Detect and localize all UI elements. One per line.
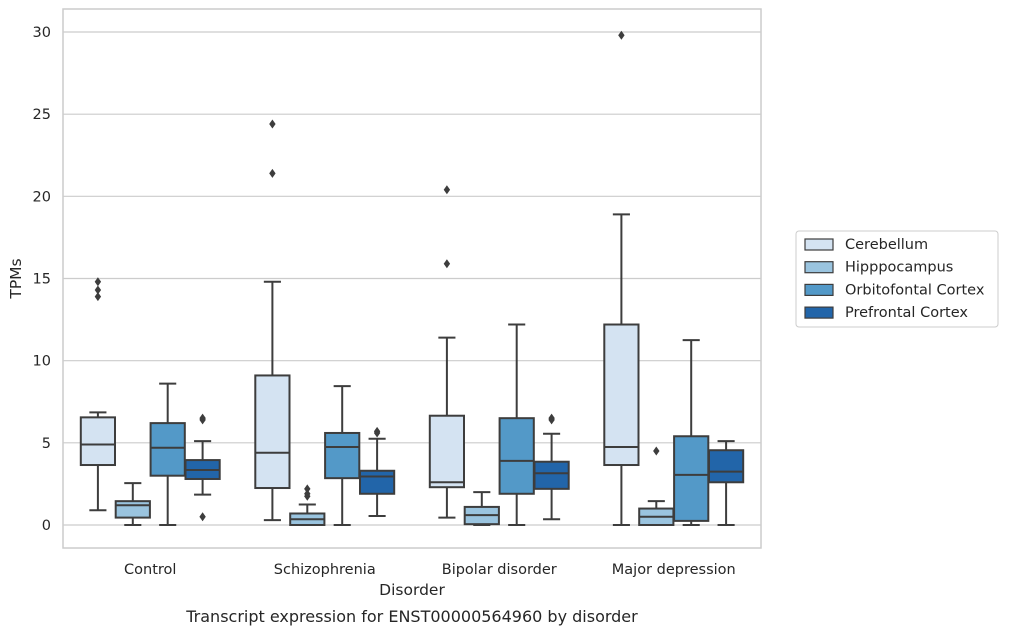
x-tick-label: Control: [124, 562, 176, 578]
box-hipppocampus: [114, 482, 151, 526]
box-prefrontal-cortex: [184, 413, 221, 522]
iqr-box: [254, 374, 291, 490]
box-prefrontal-cortex: [707, 440, 745, 526]
box-cerebellum: [79, 277, 117, 512]
outlier-point: [548, 413, 555, 423]
outlier-point: [94, 277, 102, 287]
outlier-point: [94, 285, 102, 295]
y-tick-label: 5: [42, 436, 51, 452]
y-tick-label: 20: [33, 189, 51, 205]
x-axis-ticks: Control Schizophrenia Bipolar disorder Majo…: [124, 562, 736, 578]
legend-swatch: [804, 261, 834, 274]
outlier-point: [618, 30, 625, 40]
legend-label: Hipppocampus: [845, 260, 953, 276]
iqr-box: [533, 460, 570, 490]
iqr-box: [707, 449, 745, 484]
y-axis-ticks: 0 5 10 15 20 25 30: [33, 25, 51, 534]
iqr-box: [324, 431, 361, 480]
legend-label: Cerebellum: [845, 237, 928, 253]
boxes: [79, 30, 745, 526]
outlier-point: [373, 426, 381, 436]
iqr-box: [114, 500, 151, 519]
outlier-point: [304, 484, 311, 494]
legend-swatch: [804, 306, 834, 319]
y-tick-label: 15: [33, 272, 51, 288]
box-cerebellum: [603, 30, 640, 526]
plot-area-frame: [62, 8, 762, 549]
y-axis-label: TPMs: [7, 258, 25, 299]
x-tick-label: Schizophrenia: [274, 562, 376, 578]
box-cerebellum: [254, 119, 291, 522]
box-hipppocampus: [289, 484, 326, 526]
y-tick-label: 10: [33, 354, 51, 370]
box-orbitofontal-cortex: [673, 339, 710, 526]
chart-caption: Transcript expression for ENST0000056496…: [185, 607, 638, 626]
iqr-box: [603, 323, 640, 467]
legend-label: Prefrontal Cortex: [845, 305, 968, 321]
outlier-point: [199, 413, 206, 423]
x-tick-label: Bipolar disorder: [442, 562, 557, 578]
outlier-point: [269, 168, 276, 178]
legend-swatch: [804, 238, 834, 251]
box-orbitofontal-cortex: [324, 385, 361, 526]
box-orbitofontal-cortex: [149, 382, 186, 526]
box-prefrontal-cortex: [533, 413, 570, 521]
iqr-box: [149, 422, 186, 477]
outlier-point: [269, 119, 276, 129]
x-tick-label: Major depression: [612, 562, 736, 578]
legend-swatch: [804, 283, 834, 296]
outlier-point: [199, 512, 206, 522]
legend: Cerebellum Hipppocampus Orbitofontal Corte…: [795, 230, 999, 328]
iqr-box: [79, 416, 117, 467]
x-axis-label: Disorder: [379, 581, 445, 599]
iqr-box: [358, 469, 396, 495]
legend-label: Orbitofontal Cortex: [845, 282, 985, 298]
iqr-box: [498, 417, 535, 495]
outlier-point: [653, 446, 660, 456]
box-prefrontal-cortex: [358, 426, 396, 517]
legend-frame: [795, 230, 999, 328]
outlier-point: [304, 489, 311, 499]
y-tick-label: 25: [33, 107, 51, 123]
y-tick-label: 0: [42, 518, 51, 534]
outlier-point: [443, 185, 451, 195]
box-hipppocampus: [463, 491, 500, 526]
outlier-point: [94, 292, 102, 302]
iqr-box: [428, 414, 466, 489]
outlier-point: [443, 259, 451, 269]
box-hipppocampus: [638, 446, 675, 526]
y-tick-label: 30: [33, 25, 51, 41]
box-orbitofontal-cortex: [498, 323, 535, 526]
iqr-box: [673, 435, 710, 522]
box-cerebellum: [428, 185, 466, 519]
